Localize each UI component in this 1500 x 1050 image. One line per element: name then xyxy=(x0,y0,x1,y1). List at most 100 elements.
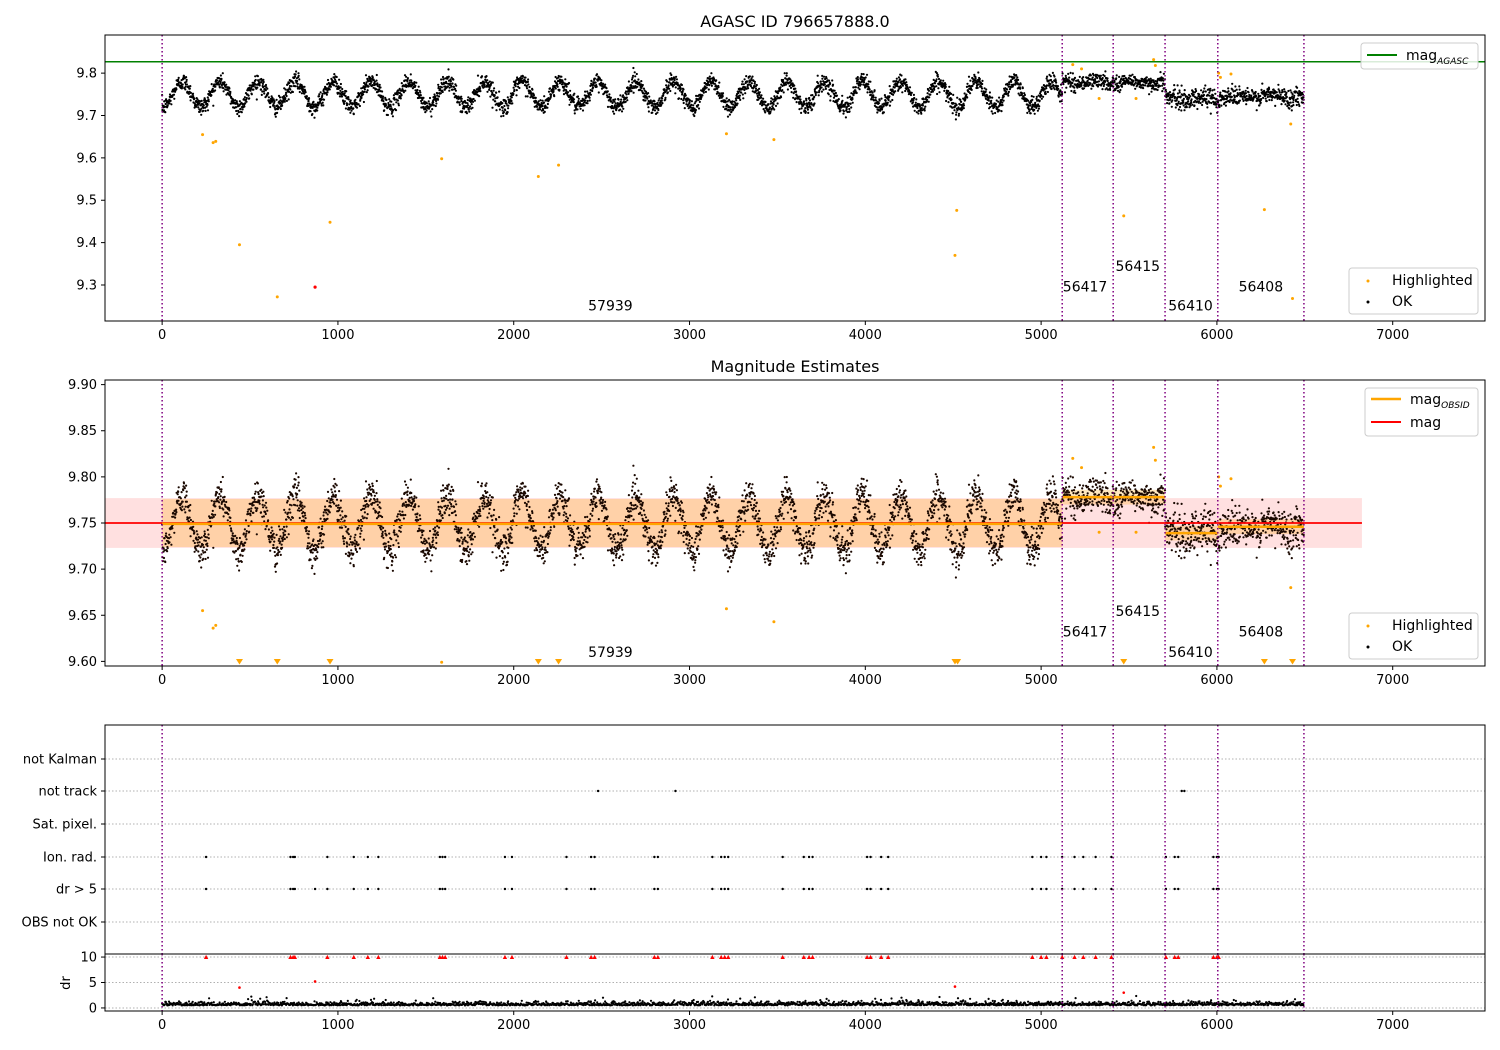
ok-point xyxy=(1156,82,1159,85)
ok-point xyxy=(279,535,282,538)
ok-point xyxy=(164,102,167,106)
ok-point xyxy=(272,532,275,535)
ok-point xyxy=(249,514,252,517)
ok-point xyxy=(847,102,850,105)
ok-point xyxy=(1080,84,1083,87)
ok-point xyxy=(895,77,898,80)
ok-point xyxy=(977,83,980,86)
ok-point xyxy=(232,538,235,541)
ok-point xyxy=(751,75,754,78)
ok-point xyxy=(1179,95,1182,98)
ok-point xyxy=(338,78,341,81)
ok-point xyxy=(924,105,927,108)
ok-point xyxy=(541,104,544,107)
ok-point xyxy=(792,96,795,99)
ok-point xyxy=(764,100,767,103)
ok-point xyxy=(966,82,969,85)
ok-point xyxy=(1069,84,1072,87)
ok-point xyxy=(203,530,206,533)
ok-point xyxy=(813,102,816,105)
ok-point xyxy=(483,85,486,88)
ok-point xyxy=(220,490,223,493)
ok-point xyxy=(295,496,298,499)
ok-point xyxy=(568,98,571,101)
ok-point xyxy=(681,90,684,93)
ok-point xyxy=(613,104,617,107)
ok-point xyxy=(166,550,169,553)
ok-point xyxy=(927,100,930,103)
ok-point xyxy=(1037,107,1040,110)
ok-point xyxy=(262,80,265,84)
ok-point xyxy=(250,93,253,96)
ok-point xyxy=(266,87,269,90)
ok-point xyxy=(771,98,774,101)
ok-point xyxy=(274,115,277,118)
ok-point xyxy=(448,86,451,89)
ok-point xyxy=(742,97,745,100)
ok-point xyxy=(1302,96,1305,99)
ok-point xyxy=(953,109,956,112)
ok-point xyxy=(369,82,372,85)
ok-point xyxy=(862,83,865,86)
ok-point xyxy=(1117,85,1120,89)
ok-point xyxy=(339,89,342,92)
ok-point xyxy=(287,516,291,519)
ok-point xyxy=(1159,71,1162,74)
ok-point xyxy=(1028,108,1031,111)
ok-point xyxy=(688,99,692,102)
ok-point xyxy=(718,96,721,100)
ok-point xyxy=(300,92,303,95)
ok-point xyxy=(177,499,180,502)
ok-point xyxy=(1013,76,1016,79)
ok-point xyxy=(937,77,941,81)
ok-point xyxy=(307,536,310,539)
ok-point xyxy=(492,89,495,92)
ok-point xyxy=(523,84,527,87)
ok-point xyxy=(348,103,351,106)
ok-point xyxy=(421,98,424,101)
ok-point xyxy=(764,111,767,114)
ok-point xyxy=(1292,101,1295,104)
ok-point xyxy=(822,75,826,78)
ok-point xyxy=(454,87,457,90)
ok-point xyxy=(1078,75,1081,78)
ok-point xyxy=(348,107,351,110)
ok-point xyxy=(1183,109,1186,112)
ok-point xyxy=(900,80,903,83)
ok-point xyxy=(501,106,504,109)
ok-point xyxy=(738,94,742,97)
ok-point xyxy=(715,79,718,82)
ok-point xyxy=(1295,90,1298,93)
ok-point xyxy=(639,88,642,91)
ok-point xyxy=(1158,84,1162,88)
ok-point xyxy=(1215,106,1218,109)
ok-point xyxy=(1103,83,1106,86)
ok-point xyxy=(486,79,489,82)
ok-point xyxy=(944,83,947,86)
ok-point xyxy=(334,80,337,83)
ok-point xyxy=(741,87,744,90)
ok-point xyxy=(1051,81,1054,84)
ok-point xyxy=(1064,74,1067,77)
highlighted-point xyxy=(211,141,215,145)
ok-point xyxy=(935,85,938,88)
ok-point xyxy=(226,519,229,522)
ok-point xyxy=(772,103,775,106)
x-tick-label: 5000 xyxy=(1025,328,1058,343)
ok-point xyxy=(262,90,265,93)
ok-point xyxy=(262,506,265,509)
ok-point xyxy=(184,85,187,88)
ok-point xyxy=(1090,87,1093,90)
ok-point xyxy=(632,66,635,70)
ok-point xyxy=(305,526,308,529)
ok-point xyxy=(273,540,276,543)
ok-point xyxy=(1202,93,1206,97)
ok-point xyxy=(983,87,986,90)
ok-point xyxy=(221,475,224,479)
ok-point xyxy=(1176,84,1179,87)
ok-point xyxy=(227,89,230,92)
ok-point xyxy=(343,92,346,95)
ok-point xyxy=(506,96,509,99)
highlighted-point xyxy=(953,253,957,257)
ok-point xyxy=(451,88,454,91)
